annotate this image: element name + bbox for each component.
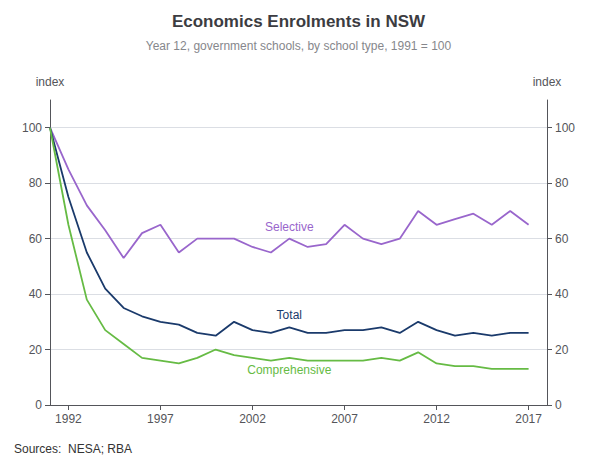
svg-text:0: 0 bbox=[555, 398, 562, 412]
svg-text:20: 20 bbox=[29, 343, 43, 357]
svg-text:index: index bbox=[533, 75, 562, 89]
svg-text:60: 60 bbox=[29, 232, 43, 246]
svg-text:Total: Total bbox=[277, 308, 302, 322]
svg-text:2007: 2007 bbox=[331, 412, 358, 426]
svg-text:80: 80 bbox=[29, 176, 43, 190]
svg-text:20: 20 bbox=[555, 343, 569, 357]
svg-text:Economics Enrolments in NSW: Economics Enrolments in NSW bbox=[172, 12, 426, 31]
svg-text:100: 100 bbox=[555, 121, 575, 135]
svg-text:60: 60 bbox=[555, 232, 569, 246]
svg-text:1997: 1997 bbox=[147, 412, 174, 426]
svg-text:Sources: NESA; RBA: Sources: NESA; RBA bbox=[14, 442, 132, 456]
svg-text:40: 40 bbox=[29, 287, 43, 301]
svg-text:2012: 2012 bbox=[423, 412, 450, 426]
svg-text:100: 100 bbox=[22, 121, 42, 135]
svg-text:2017: 2017 bbox=[515, 412, 542, 426]
svg-text:0: 0 bbox=[35, 398, 42, 412]
svg-text:Selective: Selective bbox=[265, 220, 314, 234]
svg-text:80: 80 bbox=[555, 176, 569, 190]
svg-text:40: 40 bbox=[555, 287, 569, 301]
svg-text:index: index bbox=[36, 75, 65, 89]
svg-text:1992: 1992 bbox=[55, 412, 82, 426]
svg-text:2002: 2002 bbox=[239, 412, 266, 426]
svg-text:Year 12, government schools, b: Year 12, government schools, by school t… bbox=[146, 39, 452, 53]
svg-text:Comprehensive: Comprehensive bbox=[247, 363, 331, 377]
